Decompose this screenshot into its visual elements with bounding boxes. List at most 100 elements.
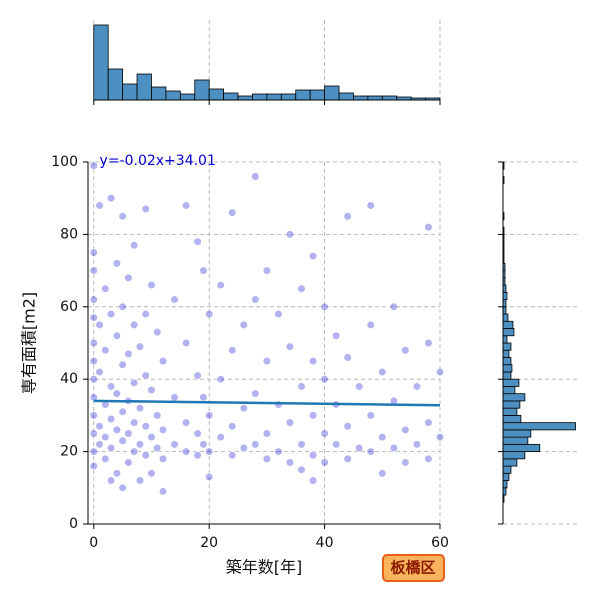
scatter-point — [216, 375, 225, 384]
scatter-point — [193, 451, 202, 460]
hist-bar — [502, 378, 520, 387]
scatter-point — [89, 313, 98, 322]
scatter-point — [297, 465, 306, 474]
hist-bar — [179, 93, 196, 101]
x-tick-label: 0 — [89, 535, 98, 551]
scatter-point — [378, 367, 387, 377]
hist-bar — [252, 93, 268, 101]
hist-bar — [208, 88, 225, 101]
scatter-point — [199, 440, 208, 449]
hist-bar — [502, 364, 513, 373]
scatter-point — [130, 378, 139, 387]
scatter-point — [285, 230, 295, 239]
y-tick-label: 40 — [60, 371, 78, 387]
hist-bar — [502, 291, 508, 300]
y-tick-label: 0 — [69, 516, 78, 532]
hist-bar — [502, 465, 512, 474]
scatter-point — [106, 443, 116, 453]
scatter-point — [141, 451, 150, 460]
scatter-point — [130, 320, 139, 330]
hist-bar — [381, 95, 398, 101]
scatter-point — [228, 451, 237, 460]
scatter-point — [130, 241, 139, 250]
hist-bar — [502, 393, 526, 402]
scatter-point — [89, 375, 98, 384]
scatter-point — [424, 454, 433, 463]
scatter-point — [355, 382, 364, 391]
scatter-point — [95, 320, 104, 330]
scatter-point — [216, 280, 225, 290]
scatter-point — [95, 422, 104, 431]
scatter-point — [181, 201, 191, 210]
scatter-point — [153, 443, 162, 453]
scatter-point — [124, 349, 133, 358]
scatter-point — [297, 382, 306, 391]
scatter-point — [112, 469, 121, 478]
scatter-point — [118, 212, 127, 221]
scatter-point — [135, 342, 145, 351]
scatter-point — [118, 360, 127, 369]
hist-bar — [151, 86, 167, 101]
scatter-point — [124, 429, 133, 438]
scatter-point — [262, 266, 271, 275]
hist-bar — [309, 89, 325, 101]
scatter-point — [308, 357, 318, 366]
scatter-point — [141, 371, 150, 380]
scatter-point — [274, 309, 283, 319]
scatter-point — [262, 454, 271, 463]
scatter-point — [101, 454, 110, 463]
scatter-point — [343, 212, 352, 221]
scatter-point — [147, 469, 156, 478]
hist-bar — [266, 93, 282, 101]
hist-bar — [237, 95, 253, 101]
y-tick-label: 20 — [60, 444, 78, 460]
x-axis-label: 築年数[年] — [226, 558, 303, 577]
scatter-point — [130, 447, 139, 456]
scatter-point — [124, 273, 133, 282]
scatter-point — [297, 284, 306, 293]
scatter-point — [228, 346, 237, 355]
hist-bar — [502, 451, 526, 460]
scatter-point — [251, 295, 260, 304]
scatter-point — [274, 447, 283, 456]
scatter-point — [205, 309, 214, 319]
scatter-point — [205, 411, 214, 420]
scatter-point — [101, 284, 110, 293]
scatter-point — [193, 237, 202, 246]
scatter-point — [118, 483, 127, 492]
scatter-point — [262, 357, 271, 366]
hist-bar — [502, 480, 508, 489]
scatter-point — [118, 436, 127, 445]
scatter-point — [170, 295, 179, 304]
scatter-point — [153, 328, 162, 337]
scatter-point — [95, 440, 104, 449]
scatter-point — [228, 422, 237, 431]
scatter-point — [106, 476, 116, 485]
scatter-point — [89, 429, 98, 438]
scatter-point — [378, 433, 387, 442]
scatter-point — [366, 320, 375, 330]
scatter-point — [205, 447, 214, 456]
scatter-point — [262, 429, 271, 438]
hist-bar — [502, 342, 512, 351]
scatter-point — [89, 447, 98, 456]
scatter-point — [320, 375, 329, 384]
scatter-point — [181, 338, 191, 348]
scatter-point — [343, 422, 352, 431]
scatter-point — [89, 248, 98, 257]
hist-bar — [502, 320, 514, 329]
hist-bar — [502, 429, 532, 438]
scatter-point — [285, 342, 295, 351]
scatter-point — [95, 201, 104, 210]
hist-bar — [338, 92, 354, 101]
scatter-point — [308, 451, 318, 460]
scatter-point — [89, 461, 98, 471]
scatter-point — [147, 280, 156, 290]
x-tick-label: 40 — [316, 535, 334, 551]
scatter-point — [141, 422, 150, 431]
scatter-point — [216, 433, 225, 442]
hist-bar — [502, 371, 512, 380]
scatter-point — [308, 476, 318, 485]
hist-bar — [502, 472, 510, 481]
